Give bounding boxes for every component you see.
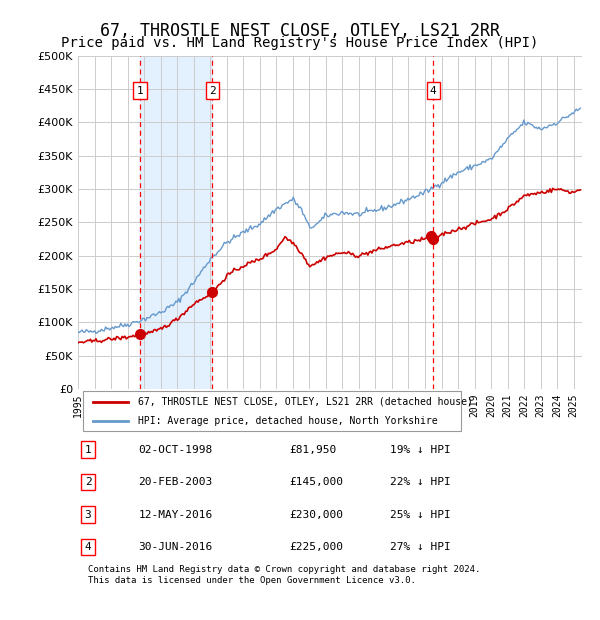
Text: 1: 1 [137,86,143,96]
Text: 02-OCT-1998: 02-OCT-1998 [139,445,213,454]
Text: 4: 4 [85,542,91,552]
Bar [140,56,212,389]
Text: Contains HM Land Registry data © Crown copyright and database right 2024.
This d: Contains HM Land Registry data © Crown c… [88,565,481,585]
Text: 2: 2 [209,86,216,96]
Text: 30-JUN-2016: 30-JUN-2016 [139,542,213,552]
Text: £230,000: £230,000 [290,510,344,520]
Text: 3: 3 [85,510,91,520]
Text: 67, THROSTLE NEST CLOSE, OTLEY, LS21 2RR: 67, THROSTLE NEST CLOSE, OTLEY, LS21 2RR [100,22,500,40]
Text: 19% ↓ HPI: 19% ↓ HPI [391,445,451,454]
Text: 27% ↓ HPI: 27% ↓ HPI [391,542,451,552]
Text: HPI: Average price, detached house, North Yorkshire: HPI: Average price, detached house, Nort… [139,416,438,426]
Text: Price paid vs. HM Land Registry's House Price Index (HPI): Price paid vs. HM Land Registry's House … [61,36,539,50]
Text: 2: 2 [85,477,91,487]
Text: 22% ↓ HPI: 22% ↓ HPI [391,477,451,487]
Text: 1: 1 [85,445,91,454]
Text: 25% ↓ HPI: 25% ↓ HPI [391,510,451,520]
Text: £145,000: £145,000 [290,477,344,487]
FancyBboxPatch shape [83,391,461,432]
Text: 4: 4 [430,86,437,96]
Text: 67, THROSTLE NEST CLOSE, OTLEY, LS21 2RR (detached house): 67, THROSTLE NEST CLOSE, OTLEY, LS21 2RR… [139,397,473,407]
Text: 20-FEB-2003: 20-FEB-2003 [139,477,213,487]
Text: £81,950: £81,950 [290,445,337,454]
Text: 12-MAY-2016: 12-MAY-2016 [139,510,213,520]
Text: £225,000: £225,000 [290,542,344,552]
